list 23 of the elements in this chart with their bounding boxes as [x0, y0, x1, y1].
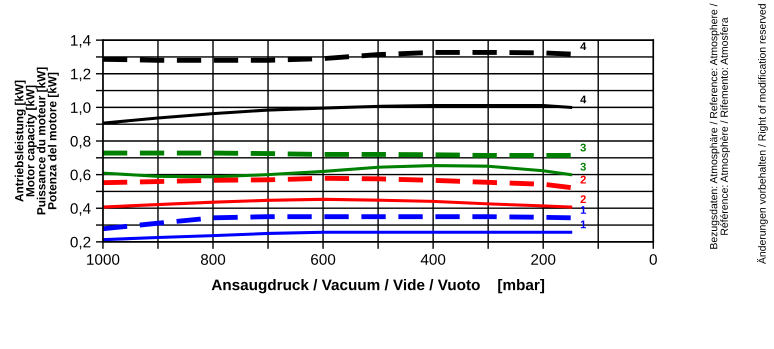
y-tick-label: 0,2	[70, 236, 90, 250]
series-label: 4	[580, 42, 586, 50]
x-tick-label: 400	[420, 254, 446, 265]
series-label: 4	[580, 96, 586, 104]
y-axis-title: Antriebsleistung [kW] Motor capacity [kW] Puissance du moteur [kW] Potenza del motore [kW]	[14, 68, 59, 214]
x-axis-title: Ansaugdruck / Vacuum / Vide / Vuoto [mbar]	[212, 279, 544, 294]
x-tick-label: 800	[200, 254, 226, 265]
x-tick-label: 200	[531, 254, 556, 265]
series-label: 3	[580, 144, 586, 152]
y-tick-label: 1,0	[71, 102, 91, 115]
x-tick-label: 600	[311, 254, 336, 265]
series-label: 3	[580, 162, 586, 171]
series-label: 2	[580, 195, 586, 203]
y-tick-label: 0,4	[70, 203, 91, 216]
x-tick-label: 1000	[87, 254, 120, 265]
text: Änderungen vorbehalten / Right of modification reserved	[756, 4, 768, 264]
series-label: 2	[580, 176, 586, 184]
text: Bezugsdaten: Atmosphäre / Reference: Atmosphere / Référence: Atmosphère / Rifemento: Atmosfera	[710, 3, 730, 249]
x-tick-label: 0	[650, 254, 657, 265]
y-tick-label: 1,2	[71, 68, 90, 82]
y-tick-label: 0,6	[70, 169, 90, 182]
y-tick-label: 0,8	[70, 136, 90, 148]
y-tick-label: 1,4	[71, 35, 91, 48]
